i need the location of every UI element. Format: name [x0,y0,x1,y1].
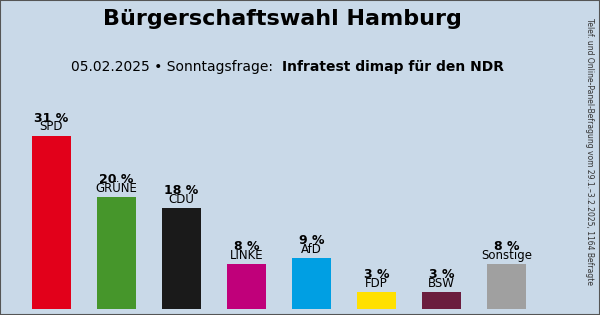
Text: 3 %: 3 % [364,268,389,281]
Bar [292,259,331,309]
Text: FDP: FDP [365,277,388,290]
Bar [227,264,266,309]
Text: 8 %: 8 % [494,240,519,253]
Bar [97,197,136,309]
Text: GRÜNE: GRÜNE [95,182,137,195]
Text: LINKE: LINKE [230,249,263,262]
Text: BSW: BSW [428,277,455,290]
Bar [162,208,201,309]
Text: CDU: CDU [169,193,194,206]
Bar [422,292,461,309]
Text: AfD: AfD [301,243,322,256]
Bar [357,292,396,309]
Text: SPD: SPD [40,121,63,134]
Text: 9 %: 9 % [299,234,324,247]
Text: 3 %: 3 % [429,268,454,281]
Text: 8 %: 8 % [234,240,259,253]
Bar [487,264,526,309]
Text: 31 %: 31 % [34,112,68,124]
Text: Bürgerschaftswahl Hamburg: Bürgerschaftswahl Hamburg [103,9,461,29]
Text: 05.02.2025 • Sonntagsfrage:: 05.02.2025 • Sonntagsfrage: [71,60,282,74]
Text: Telef. und Online-Panel-Befragung vom 29.1.–3.2.2025, 1164 Befragte: Telef. und Online-Panel-Befragung vom 29… [585,18,594,285]
Bar [32,136,71,309]
Text: 18 %: 18 % [164,184,199,197]
Text: Infratest dimap für den NDR: Infratest dimap für den NDR [282,60,504,74]
Text: 20 %: 20 % [100,173,134,186]
Text: Sonstige: Sonstige [481,249,532,262]
